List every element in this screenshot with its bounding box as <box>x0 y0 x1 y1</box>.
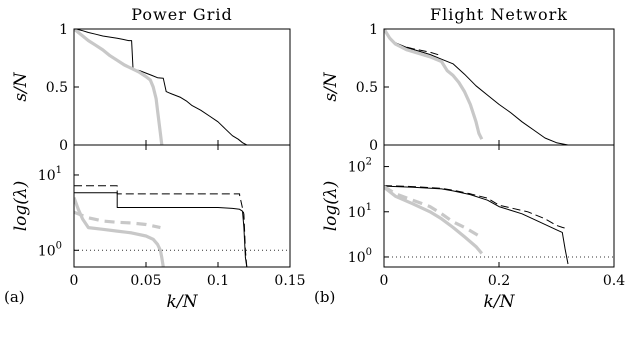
panel-b-top-frame <box>383 28 615 146</box>
panel-b-bottom-ytick-exp-1: 1 <box>366 202 372 213</box>
panel-a-xtick-label-3: 0.15 <box>274 273 305 289</box>
panel-b-top-series-1-dashed-black <box>395 43 442 57</box>
panel-a-title: Power Grid <box>131 5 232 24</box>
panel-a-xtick-label-1: 0.05 <box>130 273 161 289</box>
panel-a-xtick-label-2: 0.1 <box>207 273 229 289</box>
panel-a-top-ylabel: s/N <box>11 71 31 101</box>
panel-b-top-ytick-label-1: 0.5 <box>356 80 378 96</box>
panel-a-top-series-0-thin-black <box>74 29 290 145</box>
panel-b-bottom-ytick-label-1: 101 <box>348 202 372 221</box>
panel-b-bottom-ytick-base-2: 10 <box>348 160 366 176</box>
panel-b-title: Flight Network <box>430 5 568 24</box>
panel-b-bottom-series-0-dashed-black <box>384 185 569 230</box>
panel-a-bottom-ytick-base-0: 10 <box>38 243 56 259</box>
panel-a-bottom-frame <box>73 144 291 268</box>
panel-b-top-ytick-label-0: 0 <box>369 138 378 154</box>
panel-b-bottom-series-1-thin-black <box>384 185 569 265</box>
panel-b-bottom-ytick-base-1: 10 <box>348 205 366 221</box>
panel-a-top-ytick-label-0: 0 <box>59 138 68 154</box>
panel-a-bottom-ytick-base-1: 10 <box>38 168 56 184</box>
panel-b-bottom-ytick-label-2: 102 <box>348 157 372 176</box>
panel-b-top-series-2-thick-gray <box>384 29 484 140</box>
panel-b-bottom-series-3-thick-gray <box>384 185 484 255</box>
panel-a-bottom-series-2-dashed-gray <box>74 210 161 230</box>
panel-a-bottom-ytick-label-1: 101 <box>38 165 62 184</box>
panel-b-xtick-label-0: 0 <box>380 273 389 289</box>
panel-a-top-series-1-thick-gray <box>74 29 164 145</box>
panel-a-label: (a) <box>4 288 25 306</box>
panel-a-top-ytick-label-1: 0.5 <box>46 80 68 96</box>
panel-a-bottom-series-0-dashed-black <box>74 185 248 267</box>
panel-b-bottom-ytick-base-0: 10 <box>348 250 366 266</box>
panel-b-label: (b) <box>314 288 335 306</box>
panel-a-xlabel: k/N <box>167 292 199 312</box>
panel-b-bottom-ytick-exp-2: 2 <box>366 157 372 168</box>
panel-a-bottom-ytick-label-0: 100 <box>38 240 62 259</box>
panel-a-top-ytick-label-2: 1 <box>59 22 68 38</box>
panel-b-xtick-label-1: 0.2 <box>488 273 510 289</box>
panel-a-top-frame <box>73 28 291 146</box>
panel-b-xtick-label-2: 0.4 <box>603 273 625 289</box>
panel-b-bottom-ylabel: log(λ) <box>321 181 341 232</box>
panel-a-xtick-label-0: 0 <box>70 273 79 289</box>
panel-b-top-ylabel: s/N <box>321 71 341 101</box>
panel-b-bottom-ytick-label-0: 100 <box>348 247 372 266</box>
panel-b-bottom-ytick-exp-0: 0 <box>366 247 372 258</box>
panel-a-bottom-ytick-exp-1: 1 <box>56 165 62 176</box>
panel-a-bottom-series-1-thin-black <box>74 192 248 267</box>
panel-a-bottom-ytick-exp-0: 0 <box>56 240 62 251</box>
panel-b-xlabel: k/N <box>484 292 516 312</box>
panel-a-bottom-ylabel: log(λ) <box>11 181 31 232</box>
panel-b-bottom-series-2-dashed-gray <box>384 185 483 239</box>
panel-a-bottom-series-3-thick-gray <box>74 197 165 267</box>
panel-b-top-ytick-label-2: 1 <box>369 22 378 38</box>
